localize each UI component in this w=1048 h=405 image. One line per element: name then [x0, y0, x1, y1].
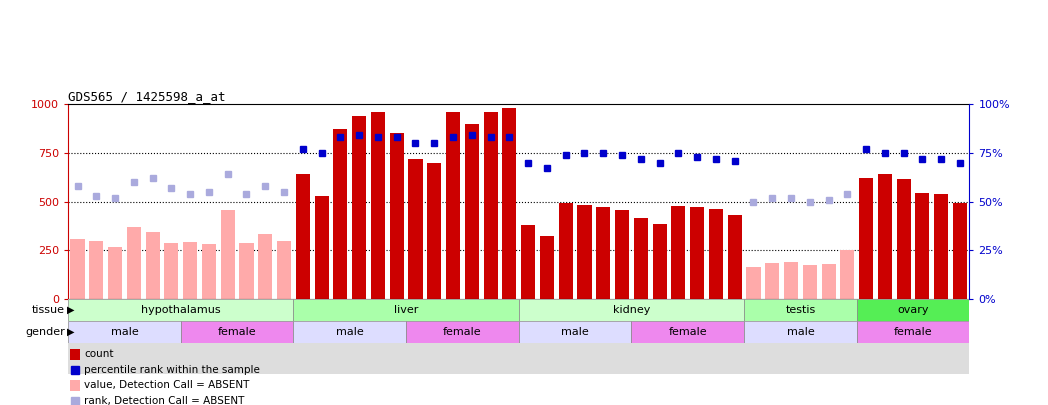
Bar: [708, 209, 723, 299]
Bar: [428, 162, 441, 299]
Bar: [183, 243, 197, 299]
Bar: [502, 108, 517, 299]
Bar: [744, 321, 857, 343]
Bar: [857, 321, 969, 343]
Bar: [859, 178, 873, 299]
Text: ovary: ovary: [897, 305, 929, 315]
Bar: [878, 174, 892, 299]
Bar: [464, 124, 479, 299]
Bar: [409, 159, 422, 299]
Bar: [446, 112, 460, 299]
Bar: [390, 133, 403, 299]
Bar: [934, 194, 948, 299]
Bar: [165, 243, 178, 299]
Text: female: female: [669, 327, 707, 337]
Bar: [634, 218, 648, 299]
Bar: [146, 232, 159, 299]
Text: male: male: [111, 327, 138, 337]
Text: hypothalamus: hypothalamus: [141, 305, 220, 315]
Bar: [293, 299, 519, 321]
Text: testis: testis: [785, 305, 815, 315]
Bar: [822, 264, 835, 299]
Text: GDS565 / 1425598_a_at: GDS565 / 1425598_a_at: [68, 90, 225, 103]
Bar: [314, 196, 329, 299]
Bar: [277, 241, 291, 299]
Text: percentile rank within the sample: percentile rank within the sample: [84, 364, 260, 375]
Bar: [784, 262, 799, 299]
Bar: [108, 247, 123, 299]
Text: value, Detection Call = ABSENT: value, Detection Call = ABSENT: [84, 380, 249, 390]
Bar: [333, 129, 348, 299]
Text: female: female: [894, 327, 933, 337]
Bar: [577, 205, 591, 299]
Bar: [371, 112, 385, 299]
Text: kidney: kidney: [613, 305, 650, 315]
Bar: [596, 207, 610, 299]
Bar: [840, 250, 854, 299]
Bar: [258, 234, 272, 299]
Bar: [746, 267, 761, 299]
Bar: [672, 207, 685, 299]
Bar: [615, 210, 629, 299]
Bar: [653, 224, 667, 299]
Bar: [70, 239, 85, 299]
Text: tissue: tissue: [32, 305, 65, 315]
Bar: [765, 263, 780, 299]
Bar: [221, 210, 235, 299]
Bar: [540, 236, 554, 299]
Bar: [915, 193, 930, 299]
Bar: [296, 174, 310, 299]
Bar: [690, 207, 704, 299]
Text: ▶: ▶: [67, 327, 74, 337]
Bar: [953, 203, 967, 299]
Text: liver: liver: [394, 305, 418, 315]
Bar: [519, 299, 744, 321]
Bar: [293, 321, 407, 343]
Bar: [803, 265, 816, 299]
Bar: [407, 321, 519, 343]
Text: female: female: [443, 327, 482, 337]
Bar: [89, 241, 104, 299]
Bar: [519, 321, 631, 343]
Text: count: count: [84, 349, 114, 359]
Bar: [202, 244, 216, 299]
Text: male: male: [787, 327, 814, 337]
Bar: [483, 112, 498, 299]
Bar: [70, 349, 81, 360]
Bar: [744, 299, 857, 321]
Text: gender: gender: [25, 327, 65, 337]
Bar: [521, 225, 536, 299]
Text: rank, Detection Call = ABSENT: rank, Detection Call = ABSENT: [84, 396, 245, 405]
Bar: [631, 321, 744, 343]
Bar: [70, 380, 81, 391]
Bar: [857, 299, 969, 321]
Text: male: male: [336, 327, 364, 337]
Text: female: female: [218, 327, 257, 337]
Bar: [897, 179, 911, 299]
Bar: [239, 243, 254, 299]
Bar: [727, 215, 742, 299]
Bar: [352, 116, 366, 299]
Text: male: male: [562, 327, 589, 337]
Bar: [68, 299, 293, 321]
Bar: [180, 321, 293, 343]
Bar: [68, 321, 180, 343]
Text: ▶: ▶: [67, 305, 74, 315]
Bar: [559, 203, 573, 299]
Bar: [127, 227, 140, 299]
